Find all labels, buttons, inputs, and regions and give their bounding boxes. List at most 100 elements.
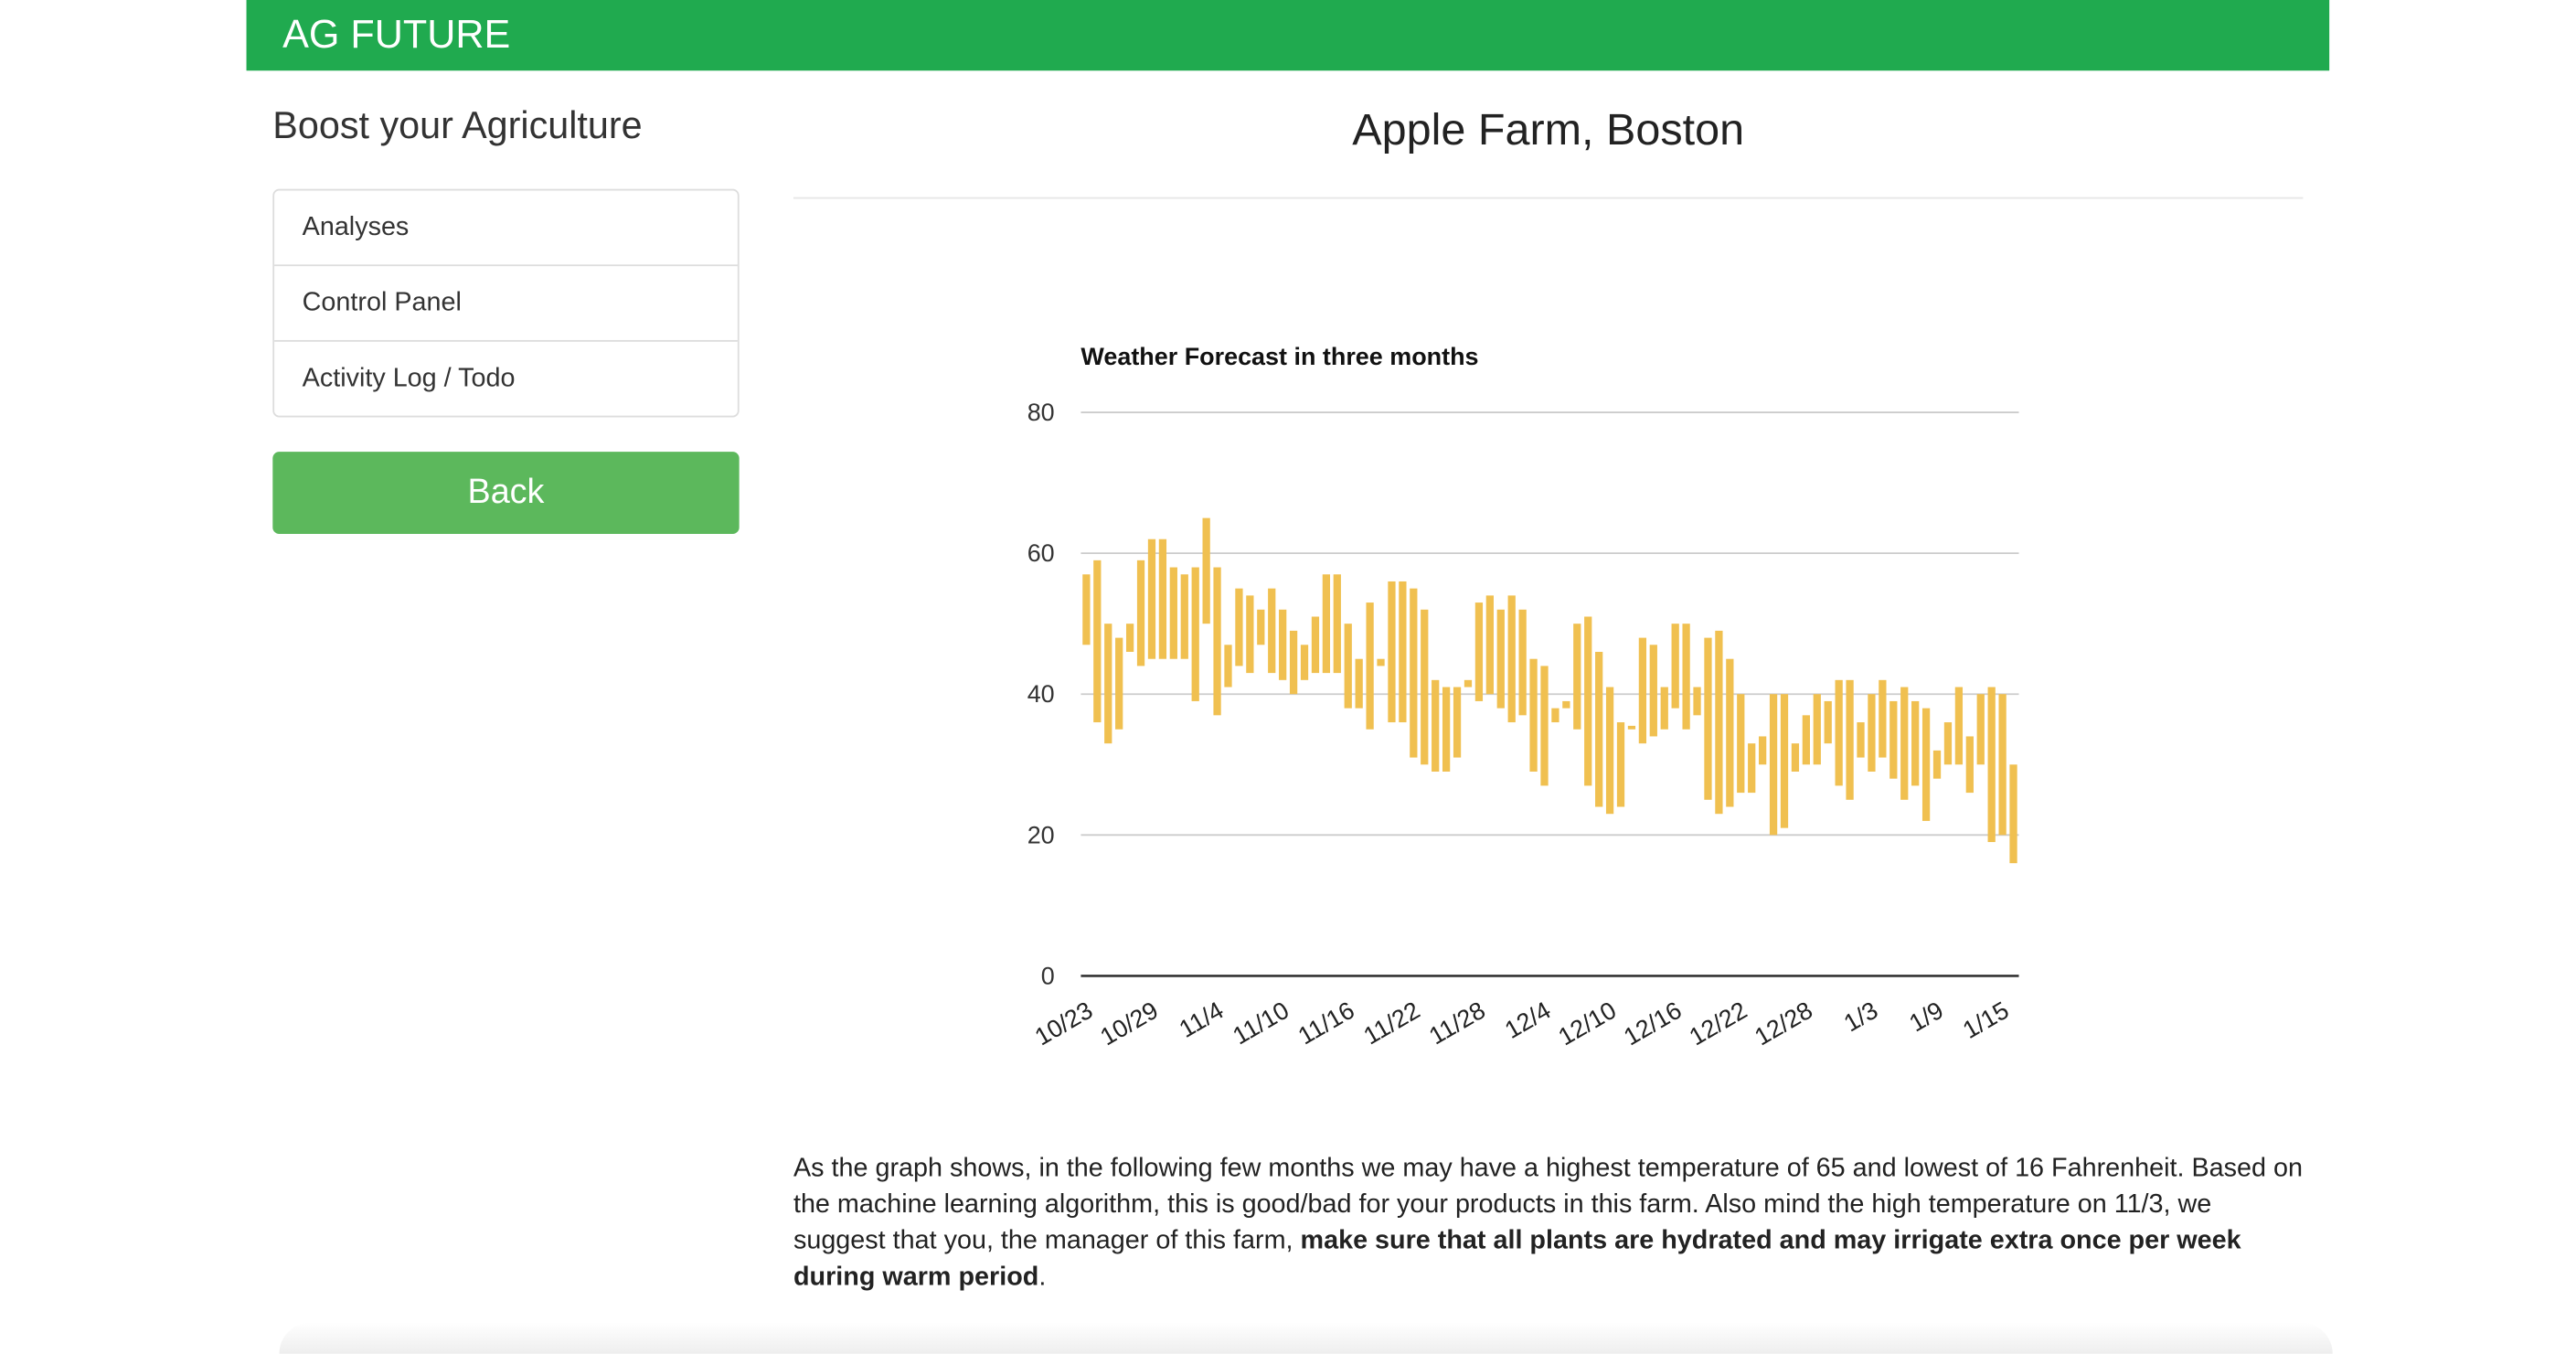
bar [1104, 624, 1112, 744]
x-tick-label: 11/22 [1359, 997, 1425, 1050]
x-tick-label: 10/23 [1030, 997, 1097, 1051]
bar [1158, 538, 1167, 659]
bar [1748, 743, 1756, 794]
x-tick-label: 1/9 [1905, 997, 1948, 1038]
bar [1093, 560, 1102, 723]
menu-item[interactable]: Activity Log / Todo [274, 339, 738, 416]
x-tick-label: 1/15 [1958, 997, 2013, 1044]
x-tick-label: 1/3 [1839, 997, 1882, 1038]
bar [1802, 715, 1810, 765]
bar [1529, 658, 1538, 772]
bar [1660, 687, 1668, 730]
bar [1758, 736, 1767, 765]
bar [1366, 602, 1374, 730]
bar [1682, 624, 1690, 730]
bar [1562, 700, 1570, 709]
x-tick-label: 10/29 [1096, 997, 1163, 1051]
chart-title: Weather Forecast in three months [1080, 343, 1478, 370]
bar [1355, 658, 1363, 709]
bar [1824, 700, 1832, 744]
x-tick-label: 12/22 [1685, 997, 1751, 1051]
bar [1889, 700, 1898, 779]
bar [1649, 645, 1657, 737]
bar [1638, 637, 1647, 744]
y-tick-label: 40 [1027, 680, 1055, 708]
bar [1769, 694, 1778, 836]
bar [1605, 687, 1614, 815]
bar [1082, 574, 1091, 645]
bar [1432, 679, 1440, 772]
y-tick-label: 20 [1027, 821, 1055, 848]
bar [1136, 560, 1145, 666]
bar [1584, 616, 1592, 786]
x-tick-label: 11/4 [1175, 997, 1229, 1043]
bar [1344, 624, 1352, 709]
bar [1485, 595, 1494, 695]
bar [1518, 609, 1527, 716]
bar [1791, 743, 1800, 772]
bar [1835, 679, 1843, 786]
x-tick-label: 11/28 [1424, 997, 1490, 1050]
x-tick-label: 11/16 [1293, 997, 1359, 1050]
bar [1300, 645, 1309, 680]
bar [1213, 567, 1221, 716]
bar [1464, 679, 1473, 688]
bar [1235, 588, 1243, 666]
bar [1813, 694, 1821, 765]
bar [1954, 687, 1964, 765]
bar [1987, 687, 1996, 843]
bar [1311, 616, 1320, 674]
bar [1540, 666, 1549, 786]
bar [1388, 581, 1396, 723]
bar [1496, 609, 1505, 709]
bar [1202, 517, 1210, 624]
bar [1846, 679, 1854, 800]
bar [1421, 609, 1429, 765]
bar [1377, 658, 1385, 666]
page-title: Apple Farm, Boston [1352, 105, 1745, 155]
x-tick-label: 12/16 [1619, 997, 1686, 1051]
bar [1998, 694, 2007, 836]
bar [1573, 624, 1581, 730]
bar [1410, 588, 1418, 758]
bar [1191, 567, 1199, 701]
bar [1726, 658, 1734, 807]
menu: Analyses Control Panel Activity Log / To… [272, 188, 740, 418]
bar [1911, 700, 1920, 786]
brand[interactable]: AG FUTURE [282, 13, 511, 58]
bar [1180, 574, 1188, 659]
bar [1333, 574, 1341, 674]
bar [1257, 609, 1265, 645]
menu-item[interactable]: Analyses [302, 213, 410, 242]
bar [1616, 722, 1625, 807]
bar [1780, 694, 1789, 828]
divider [793, 197, 2304, 199]
bar [1943, 722, 1953, 765]
bar [1115, 637, 1123, 730]
bar [1399, 581, 1407, 723]
bar [1932, 750, 1942, 779]
bar [1693, 687, 1701, 716]
bar [1169, 567, 1177, 659]
x-tick-label: 12/4 [1500, 997, 1555, 1044]
menu-item[interactable]: Control Panel [274, 264, 738, 340]
x-tick-label: 11/10 [1228, 997, 1293, 1050]
bar [1627, 725, 1636, 730]
description-text: make sure that all plants are hydrated a… [793, 1227, 2241, 1292]
bar [1551, 708, 1559, 723]
chart: Weather Forecast in three months 0 20 40 60… [1027, 343, 2019, 1051]
bar [1595, 652, 1603, 807]
x-tick-label: 12/28 [1750, 997, 1816, 1051]
bar [1474, 602, 1484, 701]
bar [1965, 736, 1974, 794]
bar [1453, 687, 1462, 758]
back-button[interactable]: Back [272, 452, 740, 535]
bar [1289, 630, 1298, 695]
y-tick-label: 0 [1041, 962, 1055, 989]
bar [1921, 708, 1931, 821]
bar [1976, 694, 1985, 765]
bar [1322, 574, 1331, 674]
navbar: AG FUTURE [246, 0, 2330, 71]
x-tick-label: 12/10 [1554, 997, 1621, 1051]
